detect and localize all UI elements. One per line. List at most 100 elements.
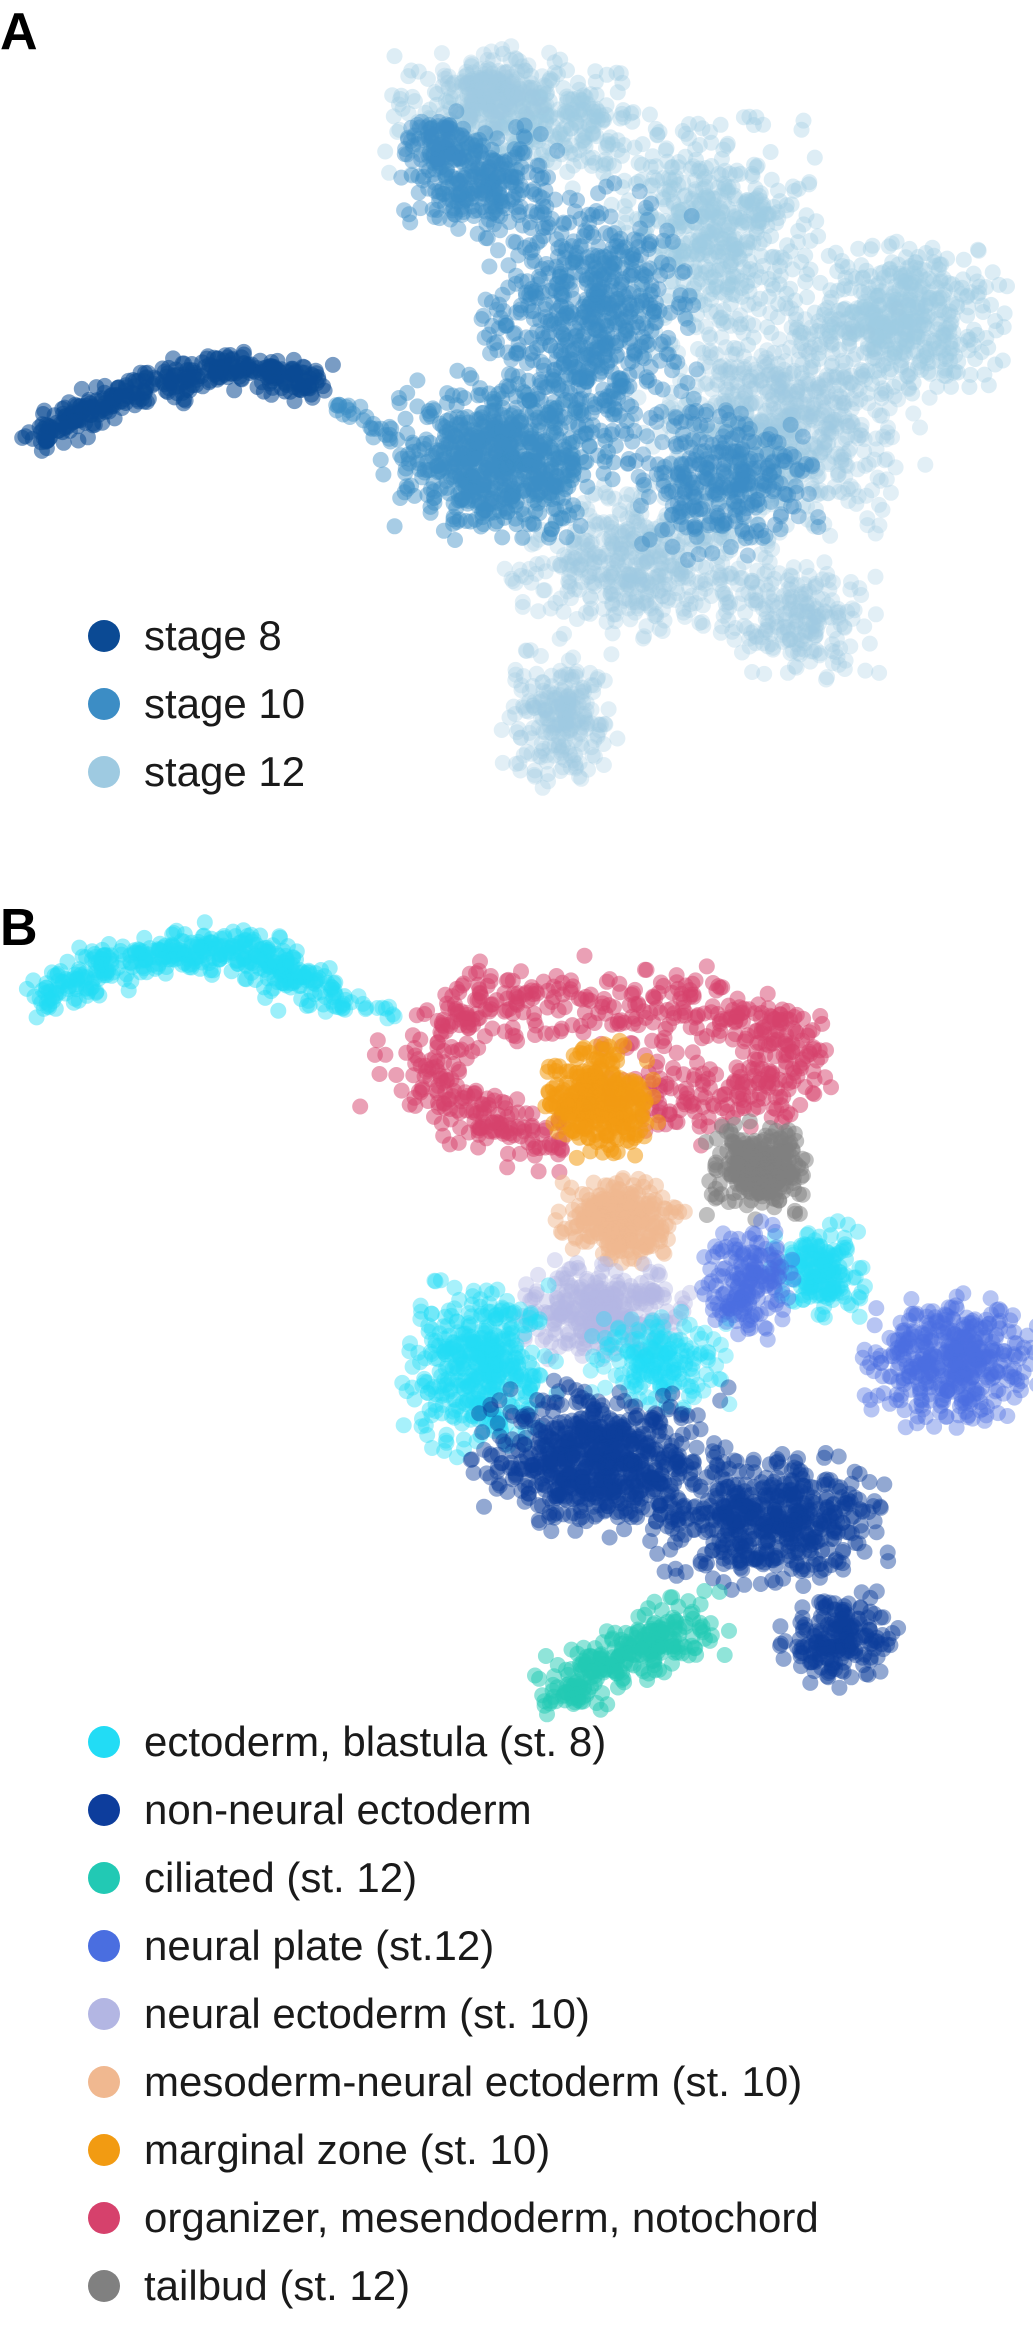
cell-point [867,606,884,623]
cell-point [902,287,919,304]
cell-point [699,223,716,240]
cell-point [642,191,659,208]
cell-point [884,429,900,446]
cell-point [463,93,480,110]
cell-point [909,299,926,316]
cell-point [896,273,913,290]
cell-point [745,317,762,334]
cell-point [447,434,464,451]
cell-point [707,262,724,279]
cell-point [711,257,728,274]
cell-point [465,101,482,118]
cell-point [969,273,986,290]
cell-point [505,169,521,185]
cell-point [506,135,523,152]
cell-point [723,236,740,253]
cell-point [778,285,795,302]
cell-point [588,100,605,117]
cell-point [428,96,445,113]
cell-point [842,280,859,297]
cell-point [897,313,914,330]
cell-point [855,284,872,301]
cell-point [740,584,757,601]
cell-point [481,61,498,78]
cell-point [384,87,401,104]
cell-point [709,376,726,393]
cell-point [576,303,592,320]
cell-point [603,646,620,663]
cell-point [570,103,587,120]
cell-point [698,160,714,176]
cell-point [889,317,906,334]
cell-point [487,85,504,102]
cell-point [709,179,726,196]
cell-point [636,289,653,306]
cell-point [493,119,510,136]
cell-point [719,182,736,199]
cell-point [765,280,782,297]
cell-point [577,129,594,146]
cell-point [839,259,856,276]
cell-point [795,112,812,129]
cell-point [693,163,710,180]
cell-point [644,148,661,165]
cell-point [570,95,587,112]
cell-point [425,138,442,155]
cell-point [790,223,807,239]
cell-point [934,341,951,358]
cell-point [874,501,891,518]
cell-point [641,280,658,297]
cell-point [892,265,908,282]
cell-point [562,590,579,607]
cell-point [576,124,593,141]
cell-point [687,181,704,198]
cell-point [807,617,824,634]
cell-point [901,313,918,330]
cell-point [555,80,572,97]
cell-point [984,264,1001,281]
cell-point [810,313,827,330]
cell-point [604,568,621,585]
cell-point [386,518,403,535]
cell-point [695,344,712,361]
cell-point [729,268,745,285]
cell-point [980,377,997,394]
cell-point [702,269,719,286]
cell-point [739,231,756,248]
cell-point [508,137,524,154]
cell-point [616,172,633,189]
cell-point [481,258,498,275]
cell-point [806,336,823,353]
cell-point [640,208,657,225]
cell-point [568,115,585,132]
cell-point [750,213,767,229]
cell-point [916,339,933,356]
cell-point [712,188,729,204]
cell-point [714,583,731,600]
cell-point [700,278,717,295]
cell-point [798,207,815,224]
cell-point [739,274,756,291]
cell-point [503,89,520,106]
cell-point [500,109,517,126]
cell-point [621,591,638,608]
cell-point [955,251,972,268]
cell-point [693,265,710,282]
cell-point [595,165,612,182]
cell-point [429,86,445,102]
cell-point [665,245,682,262]
cell-point [801,174,818,191]
cell-point [479,96,496,113]
cell-point [637,206,654,223]
cell-point [750,215,767,232]
cell-point [917,297,934,314]
cell-point [610,370,627,387]
cell-point [726,230,743,247]
cell-point [841,338,857,355]
cell-point [785,178,801,195]
cell-point [464,100,481,117]
cell-point [477,95,494,112]
cell-point [728,241,745,258]
cell-point [620,355,637,372]
cell-point [859,510,876,527]
